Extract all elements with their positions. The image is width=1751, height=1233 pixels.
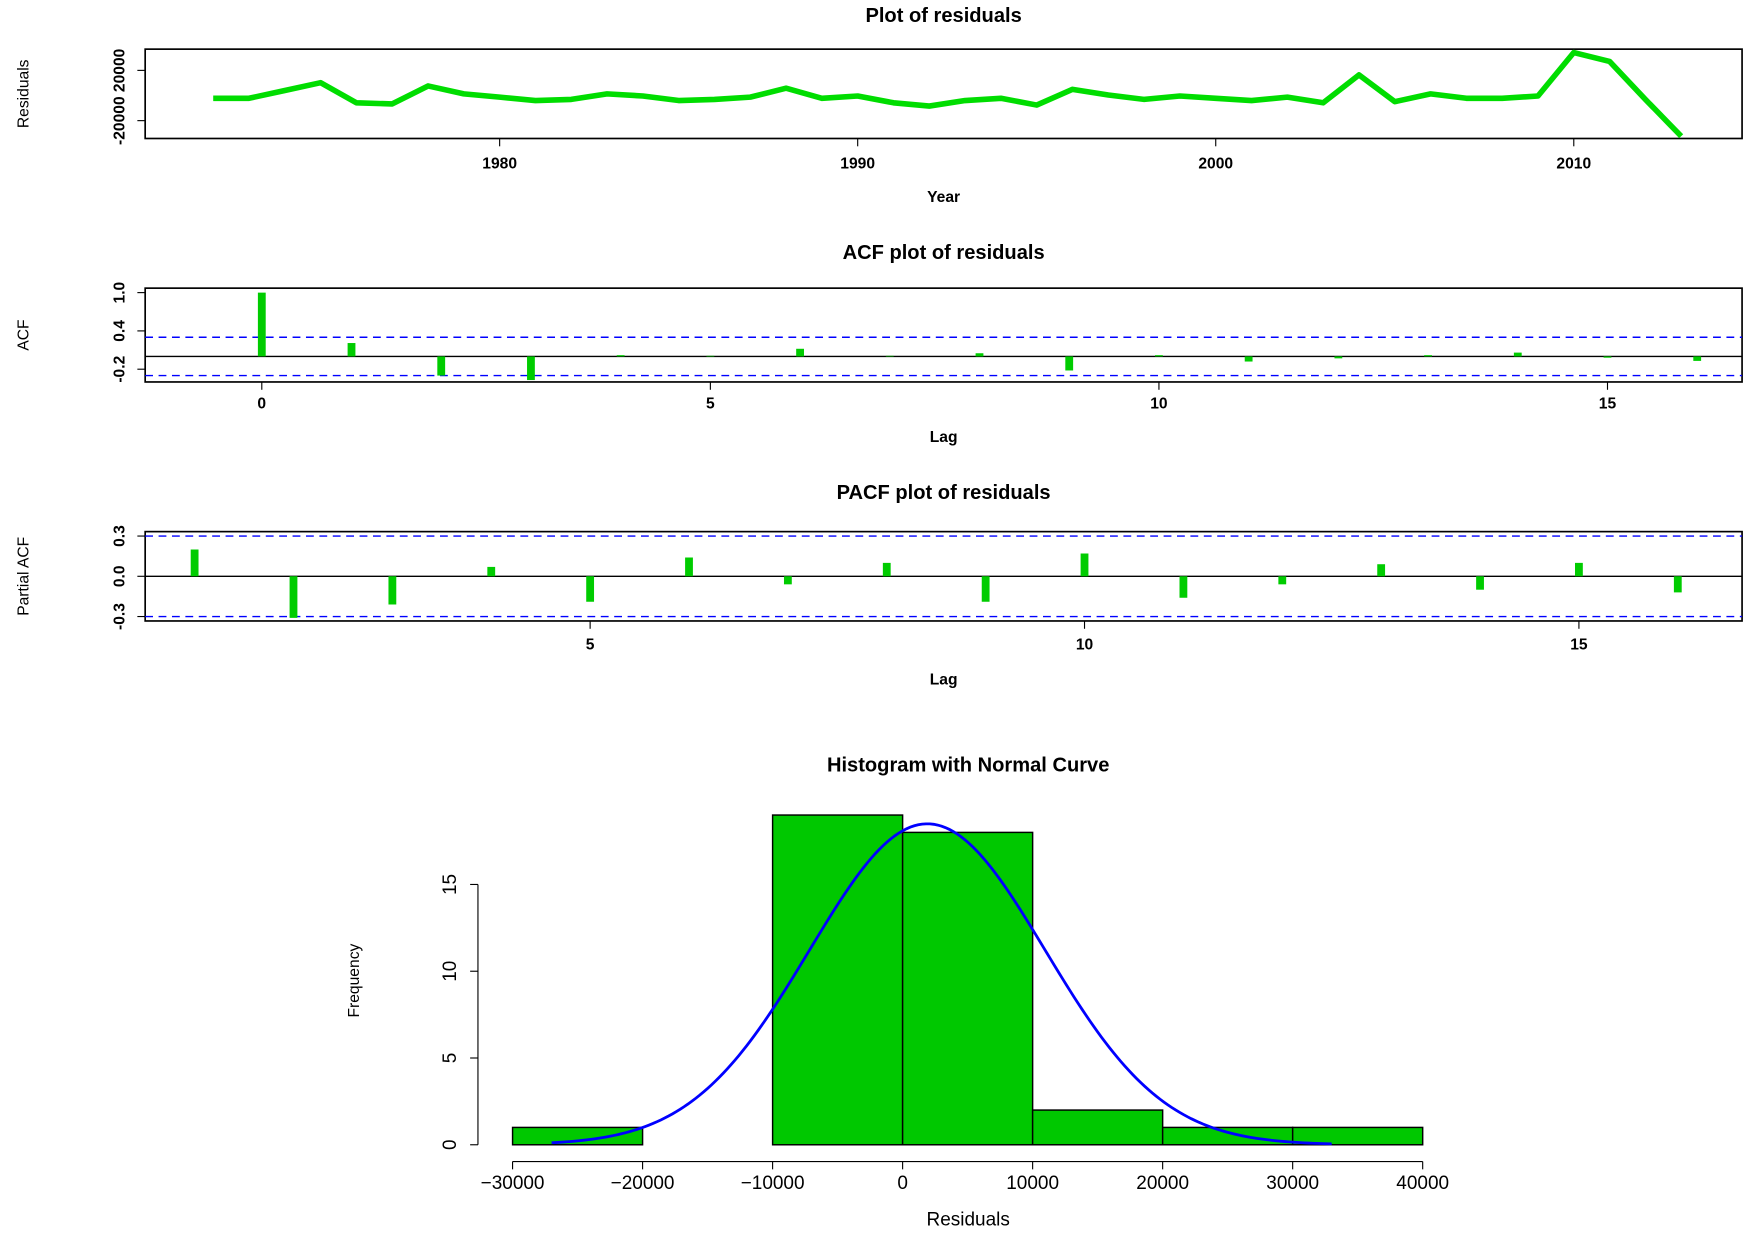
x-axis-label: Lag (930, 429, 958, 446)
x-tick-label: 10 (1076, 637, 1094, 654)
x-axis-label: Residuals (927, 1210, 1010, 1231)
x-tick-label: 40000 (1396, 1173, 1449, 1194)
histogram-bar (1031, 1109, 1164, 1146)
y-axis-label: Frequency (346, 943, 363, 1017)
x-tick-label: −10000 (741, 1173, 805, 1194)
y-tick-label: 0.3 (112, 525, 129, 547)
plot-frame (144, 48, 1743, 140)
plot-frame (144, 287, 1743, 383)
y-tick-label: 0.0 (112, 565, 129, 587)
y-tick-label: 20000 (112, 48, 129, 92)
x-tick-label: 30000 (1266, 1173, 1319, 1194)
x-tick-label: 5 (706, 395, 715, 412)
x-tick-label: 10 (1150, 395, 1168, 412)
y-tick-label: 5 (440, 1053, 461, 1064)
y-tick-label: 15 (440, 874, 461, 895)
x-tick-label: 1990 (840, 155, 875, 172)
x-tick-label: 15 (1570, 637, 1588, 654)
x-tick-label: 2000 (1198, 155, 1233, 172)
y-axis-label: ACF (16, 319, 33, 350)
y-tick-label: 10 (440, 961, 461, 982)
y-axis-label: Partial ACF (16, 537, 33, 616)
chart-title: Plot of residuals (865, 5, 1021, 27)
x-tick-label: 2010 (1556, 155, 1591, 172)
x-tick-label: 20000 (1136, 1173, 1189, 1194)
x-tick-label: 5 (586, 637, 595, 654)
chart-title: PACF plot of residuals (837, 482, 1051, 504)
x-tick-label: −30000 (481, 1173, 545, 1194)
histogram-bar (1291, 1126, 1424, 1146)
histogram-bar (511, 1126, 644, 1146)
residual-line (213, 49, 1684, 139)
y-tick-label: -0.3 (112, 603, 129, 630)
y-tick-label: 1.0 (112, 281, 129, 303)
y-axis-label: Residuals (16, 59, 33, 128)
x-tick-label: −20000 (611, 1173, 675, 1194)
normal-curve (551, 822, 1332, 1146)
chart-title: Histogram with Normal Curve (827, 754, 1109, 776)
histogram-bar (901, 831, 1034, 1146)
x-tick-label: 1980 (482, 155, 517, 172)
x-axis-label: Year (927, 189, 960, 206)
y-tick-label: -0.2 (112, 355, 129, 382)
x-axis-label: Lag (930, 671, 958, 688)
histogram-bar (1161, 1126, 1294, 1146)
y-tick-label: 0.4 (112, 320, 129, 342)
x-tick-label: 0 (257, 395, 266, 412)
chart-title: ACF plot of residuals (843, 242, 1045, 264)
x-tick-label: 10000 (1006, 1173, 1059, 1194)
x-tick-label: 0 (897, 1173, 908, 1194)
y-tick-label: 0 (440, 1139, 461, 1150)
x-tick-label: 15 (1599, 395, 1617, 412)
histogram-bar (771, 814, 904, 1146)
y-tick-label: -20000 (112, 96, 129, 145)
